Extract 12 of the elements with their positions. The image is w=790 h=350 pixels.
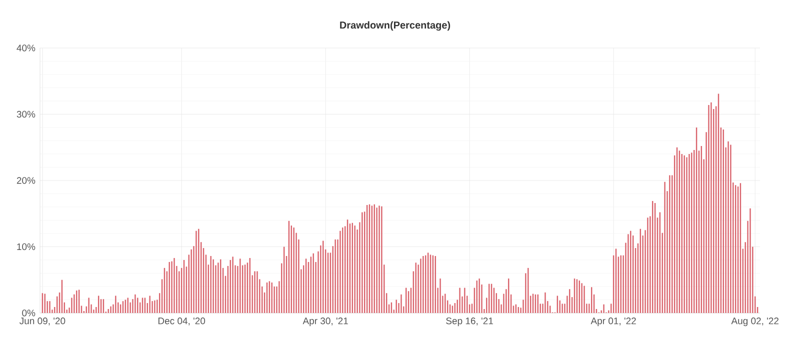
x-tick-label: Aug 02, '22 xyxy=(731,318,779,326)
chart-title: Drawdown(Percentage) xyxy=(340,21,450,31)
x-tick-label: Apr 30, '21 xyxy=(302,318,348,326)
y-tick-label: 10% xyxy=(17,243,36,250)
y-tick-label: 20% xyxy=(16,177,36,184)
y-tick-label: 0% xyxy=(22,310,36,316)
x-tick-label: Sep 16, '21 xyxy=(446,318,493,326)
y-tick-label: 30% xyxy=(16,110,36,118)
x-tick-label: Dec 04, '20 xyxy=(158,318,206,326)
x-tick-label: Apr 01, '22 xyxy=(590,318,636,326)
x-tick-label: Jun 09, '20 xyxy=(20,318,66,326)
y-tick-label: 40% xyxy=(16,44,36,52)
